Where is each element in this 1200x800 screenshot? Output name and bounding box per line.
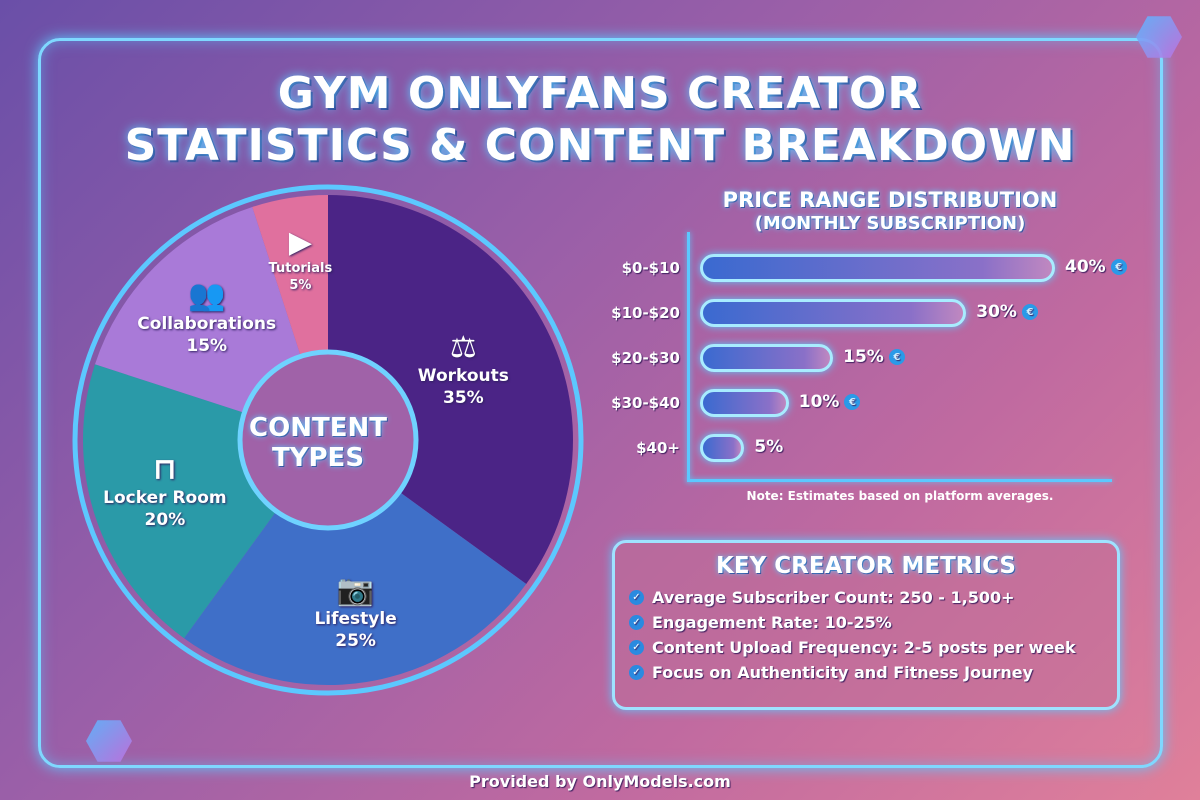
bar (700, 254, 1055, 282)
bar-chart-subtitle: (MONTHLY SUBSCRIPTION) (754, 213, 1026, 234)
play-icon: ▶ (288, 224, 312, 260)
pie-label: 📷 Lifestyle 25% (314, 574, 396, 652)
title-line-2: STATISTICS & CONTENT BREAKDOWN (124, 120, 1076, 171)
check-icon: ✓ (629, 590, 644, 605)
bar (700, 344, 834, 372)
pie-label-name: Workouts (417, 366, 509, 387)
users-icon: 👥 (188, 277, 226, 313)
check-icon: ✓ (629, 640, 644, 655)
pie-label-name: Collaborations (137, 313, 277, 334)
bar-category-label: $10-$20 (611, 304, 680, 322)
pie-outer-ring (72, 184, 584, 696)
check-icon: ✓ (629, 615, 644, 630)
coin-icon: € (1021, 304, 1038, 320)
pie-label: ▶ Tutorials 5% (268, 224, 333, 294)
coin-icon: € (1110, 259, 1127, 275)
metric-text: Engagement Rate: 10-25% (652, 613, 892, 632)
y-axis (687, 232, 690, 482)
footer-credit: Provided by OnlyModels.com (469, 772, 731, 791)
pie-slice-lifestyle (183, 440, 527, 685)
bar-value: 10% (798, 392, 840, 412)
hexagon-decoration (86, 720, 132, 762)
bar-value: 5% (754, 437, 784, 457)
bar-chart-title: PRICE RANGE DISTRIBUTION (722, 188, 1058, 212)
bar-value-label: 15% € (843, 347, 905, 367)
bar-category-label: $40+ (636, 439, 680, 457)
pie-label-value: 15% (186, 335, 228, 356)
metric-item: ✓ Engagement Rate: 10-25% (629, 610, 1117, 635)
metric-item: ✓ Focus on Authenticity and Fitness Journ… (629, 660, 1117, 685)
bar-value-label: 10% € (799, 392, 861, 412)
pie-label-name: Tutorials (268, 260, 333, 276)
pie-center-title: CONTENT TYPES (249, 413, 387, 473)
metrics-title: KEY CREATOR METRICS (716, 553, 1016, 579)
x-axis (687, 479, 1112, 482)
metric-item: ✓ Average Subscriber Count: 250 - 1,500+ (629, 585, 1117, 610)
pie-label: ⚖ Workouts 35% (418, 331, 509, 409)
bar-value: 30% (976, 302, 1017, 322)
metric-text: Average Subscriber Count: 250 - 1,500+ (652, 588, 1015, 607)
bar-category-label: $0-$10 (621, 259, 680, 277)
pie-label-value: 25% (335, 631, 376, 652)
key-metrics-panel: KEY CREATOR METRICS ✓ Average Subscriber … (612, 540, 1120, 710)
metric-item: ✓ Content Upload Frequency: 2-5 posts per… (629, 635, 1117, 660)
frame-border (38, 38, 1163, 768)
camera-icon: 📷 (336, 573, 375, 609)
bar-value-label: 30% € (976, 302, 1038, 322)
bar-value: 40% (1065, 257, 1106, 277)
pie-label-value: 5% (289, 277, 312, 293)
coin-icon: € (888, 349, 905, 365)
bar-value: 15% (843, 347, 884, 367)
bar-category-label: $20-$30 (611, 349, 680, 367)
bench-icon: ⊓ (152, 451, 177, 487)
bar-value-label: 5% (754, 437, 783, 457)
bar-value-label: 40% € (1065, 257, 1127, 277)
pie-label-value: 35% (442, 388, 484, 409)
pie-center-circle (237, 349, 419, 531)
check-icon: ✓ (629, 665, 644, 680)
bar-chart-note: Note: Estimates based on platform averag… (746, 489, 1054, 503)
pie-slice-workouts (328, 195, 573, 585)
pie-label: ⊓ Locker Room 20% (103, 451, 227, 531)
pie-label-value: 20% (144, 509, 186, 530)
pie-label-name: Locker Room (103, 487, 227, 508)
coin-icon: € (844, 394, 861, 410)
metric-text: Focus on Authenticity and Fitness Journe… (652, 663, 1034, 682)
title-line-1: GYM ONLYFANS CREATOR (277, 68, 923, 119)
bar-category-label: $30-$40 (611, 394, 680, 412)
bar (700, 434, 745, 462)
pie-label-name: Lifestyle (314, 609, 397, 630)
metric-text: Content Upload Frequency: 2-5 posts per … (652, 638, 1076, 657)
bar (700, 299, 967, 327)
bar (700, 389, 789, 417)
kettlebell-icon: ⚖ (449, 330, 477, 366)
pie-label: 👥 Collaborations 15% (137, 277, 277, 357)
